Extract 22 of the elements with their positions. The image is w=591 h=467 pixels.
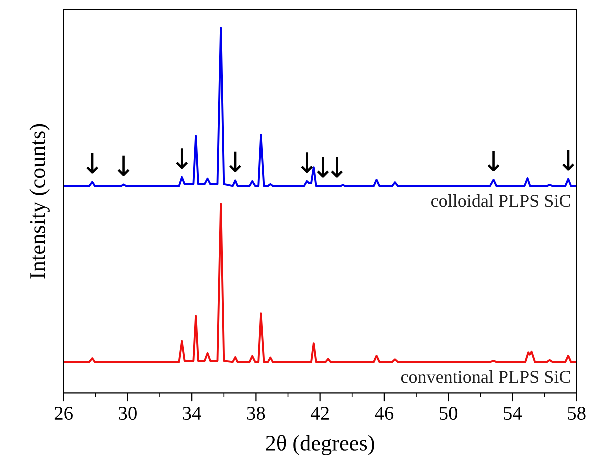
series-label: colloidal PLPS SiC bbox=[431, 194, 570, 208]
annotation: ↓ bbox=[86, 153, 98, 174]
annotation: ↓ bbox=[562, 150, 574, 171]
annotation: ↓ bbox=[317, 157, 330, 178]
y-axis-title: Intensity (counts) bbox=[30, 124, 50, 279]
annotation: ↓ bbox=[488, 151, 500, 172]
x-tick-label: 54 bbox=[504, 407, 522, 420]
x-tick-label: 42 bbox=[310, 407, 329, 420]
annotation: ↓ bbox=[301, 152, 314, 173]
x-tick-label: 26 bbox=[54, 407, 73, 420]
x-axis-title: 2θ (degrees) bbox=[266, 435, 374, 456]
annotation: ↓ bbox=[331, 157, 344, 178]
annotation: ↓ bbox=[176, 148, 188, 169]
annotation: ↓ bbox=[230, 152, 242, 172]
series-label: conventional PLPS SiC bbox=[401, 370, 570, 384]
x-tick-label: 58 bbox=[568, 406, 586, 420]
x-tick-label: 34 bbox=[183, 407, 202, 420]
x-tick-label: 46 bbox=[375, 407, 394, 420]
x-tick-label: 50 bbox=[440, 406, 458, 420]
x-tick-label: 38 bbox=[247, 406, 266, 420]
annotation: ↓ bbox=[118, 156, 130, 176]
x-tick-label: 30 bbox=[119, 406, 137, 420]
